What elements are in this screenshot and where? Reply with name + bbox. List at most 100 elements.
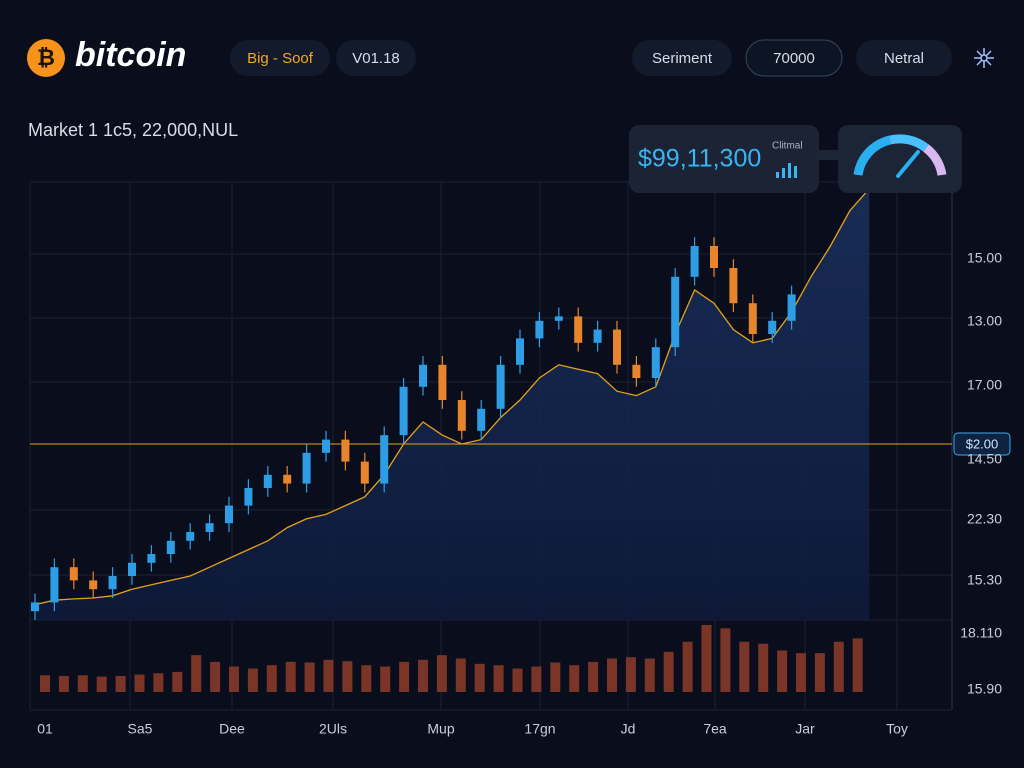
candle-body (341, 439, 350, 462)
sentiment-pill[interactable] (632, 40, 732, 76)
candle-body (632, 364, 641, 378)
sentiment-value[interactable]: 70000 (773, 50, 815, 67)
candle-body (380, 435, 389, 484)
candle-body (438, 364, 447, 400)
y-axis-label: 18.110 (960, 625, 1002, 641)
logo-icon (27, 39, 65, 77)
volume-bar (758, 643, 769, 692)
y-axis-label: 15.00 (967, 250, 1002, 266)
volume-bar (399, 661, 410, 692)
candle-body (147, 554, 156, 563)
y-axis-label: 13.00 (967, 313, 1002, 329)
volume-bar (361, 665, 372, 692)
volume-bar (153, 673, 164, 692)
volume-bar (493, 665, 504, 692)
volume-bar (474, 663, 485, 692)
x-axis-label: 2Uls (319, 721, 347, 737)
volume-bar (569, 665, 580, 692)
y-axis-label: 22.30 (967, 511, 1002, 527)
candle-body (166, 540, 175, 554)
volume-bar (607, 658, 617, 692)
pair-pill[interactable] (230, 40, 330, 76)
candle-body (554, 316, 563, 321)
y-axis-label: 14.50 (967, 451, 1002, 467)
gauge-needle (896, 150, 920, 178)
candle-body (593, 329, 602, 343)
volume-bar (58, 675, 69, 692)
volume-bar (625, 657, 636, 692)
y-axis-label: 17.00 (967, 377, 1002, 393)
candle-body (477, 408, 486, 431)
gauge-arc-mid (888, 134, 929, 152)
candle-body (263, 474, 272, 488)
gauge-arc-high (923, 144, 947, 176)
volume-bar (77, 675, 88, 692)
volume-bar (588, 661, 599, 692)
candle-body (128, 562, 136, 576)
volume-bar (512, 668, 523, 692)
candle-body (360, 461, 369, 484)
volume-bar (796, 653, 806, 692)
x-axis-label: 7ea (703, 721, 727, 737)
volume-bar (40, 675, 50, 692)
volume-bar (720, 628, 731, 692)
volume-bar (663, 651, 674, 692)
volume-bar (814, 653, 825, 692)
candle-body (108, 576, 117, 590)
volume-bar (134, 674, 145, 692)
sentiment-state[interactable]: Netral (884, 50, 924, 67)
candle-body (729, 268, 738, 304)
volume-bar (96, 676, 107, 692)
candle-body (31, 602, 39, 612)
candle-body (651, 347, 660, 378)
volume-bar (115, 675, 126, 692)
volume-bar (833, 641, 844, 692)
logo-symbol: ₿ (37, 45, 55, 70)
candle-body (322, 439, 330, 453)
candle-body (457, 400, 466, 431)
x-axis-label: Mup (427, 721, 454, 737)
volume-bar (682, 641, 693, 692)
volume-bar (172, 671, 183, 692)
volume-bar (285, 661, 296, 692)
candle-body (574, 316, 583, 343)
volume-bar (418, 659, 428, 692)
x-axis-label: Toy (886, 721, 908, 737)
version-pill[interactable] (336, 40, 416, 76)
candle-body (186, 532, 195, 541)
candle-body (496, 364, 505, 409)
candle-body (225, 505, 233, 524)
card-link (818, 150, 840, 160)
candle-body (283, 474, 292, 484)
volume-bar (550, 662, 561, 692)
volume-bar (191, 655, 202, 692)
trend-line (34, 188, 870, 606)
sentiment-label[interactable]: Seriment (652, 50, 713, 67)
candle-body (690, 246, 699, 277)
candle-body (50, 567, 59, 603)
volume-bar (852, 638, 863, 692)
candle-body (89, 580, 98, 590)
candle-body (399, 386, 408, 436)
volume-bar (455, 658, 466, 692)
volume-bar (380, 666, 391, 692)
volume-bar (777, 650, 788, 692)
x-axis-label: Sa5 (128, 721, 153, 737)
market-label: Market 1 1c5, 22,000,NUL (28, 120, 238, 140)
candle-body (535, 320, 544, 339)
volume-bar (266, 665, 277, 692)
pair[interactable]: Big - Soof (247, 50, 314, 67)
gauge-card (838, 125, 962, 193)
price-card (629, 125, 819, 193)
settings-icon[interactable] (974, 48, 994, 68)
candle-body (613, 329, 621, 365)
volume-bar (323, 659, 334, 692)
volume-bar (210, 661, 221, 692)
version[interactable]: V01.18 (352, 50, 400, 67)
candle-body (710, 246, 718, 268)
candle-body (516, 338, 524, 365)
sentiment-state-pill[interactable] (856, 40, 952, 76)
sentiment-value-pill[interactable] (745, 39, 843, 77)
